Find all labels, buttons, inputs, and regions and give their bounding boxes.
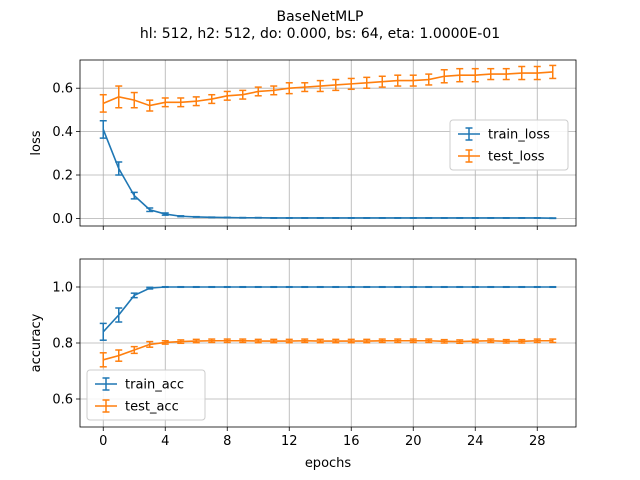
y-tick-label: 0.6 bbox=[52, 393, 73, 408]
y-tick-label: 0.4 bbox=[52, 125, 73, 140]
y-tick-label: 1.0 bbox=[52, 281, 73, 296]
x-tick-label: 4 bbox=[161, 434, 169, 449]
series-line-train_acc bbox=[102, 286, 553, 333]
series-test_loss bbox=[99, 64, 557, 113]
x-tick-label: 12 bbox=[281, 434, 298, 449]
y-tick-label: 0.2 bbox=[52, 169, 73, 184]
legend: train_acc test_acc bbox=[86, 369, 206, 421]
x-tick-label: 20 bbox=[405, 434, 422, 449]
legend: train_loss test_loss bbox=[449, 119, 569, 171]
x-axis-label: epochs bbox=[305, 456, 352, 471]
chart-subtitle: hl: 512, h2: 512, do: 0.000, bs: 64, eta… bbox=[140, 26, 500, 42]
accuracy-panel: 0 4 8 12 16 20 24 28 0.6 0.8 1.0 accuracy epochs trai… bbox=[29, 258, 577, 471]
plot-frame bbox=[79, 59, 577, 227]
y-tick-label: 0.6 bbox=[52, 82, 73, 97]
series-line-test_acc bbox=[103, 339, 553, 361]
legend-label: train_acc bbox=[125, 378, 184, 393]
legend-label: test_acc bbox=[125, 400, 179, 415]
legend-box bbox=[449, 119, 569, 171]
legend-box bbox=[86, 369, 206, 421]
legend-label: train_loss bbox=[488, 128, 550, 143]
y-tick-label: 0.8 bbox=[52, 337, 73, 352]
x-tick-label: 16 bbox=[343, 434, 360, 449]
x-tick-label: 8 bbox=[223, 434, 231, 449]
x-tick-label: 0 bbox=[99, 434, 107, 449]
x-tick-label: 28 bbox=[529, 434, 546, 449]
legend-label: test_loss bbox=[488, 150, 545, 165]
series-line-test_loss bbox=[102, 71, 553, 107]
loss-panel: 0.0 0.2 0.4 0.6 loss train_loss test_loss bbox=[29, 59, 577, 230]
chart-title: BaseNetMLP bbox=[277, 9, 364, 25]
y-axis-label: loss bbox=[29, 130, 44, 155]
series-train_loss bbox=[99, 120, 557, 220]
x-tick-label: 24 bbox=[467, 434, 484, 449]
series-train_acc bbox=[99, 285, 557, 341]
series-line-train_loss bbox=[102, 129, 553, 219]
series-test_acc bbox=[99, 338, 557, 368]
y-tick-label: 0.0 bbox=[52, 212, 73, 227]
y-axis-label: accuracy bbox=[29, 313, 44, 372]
